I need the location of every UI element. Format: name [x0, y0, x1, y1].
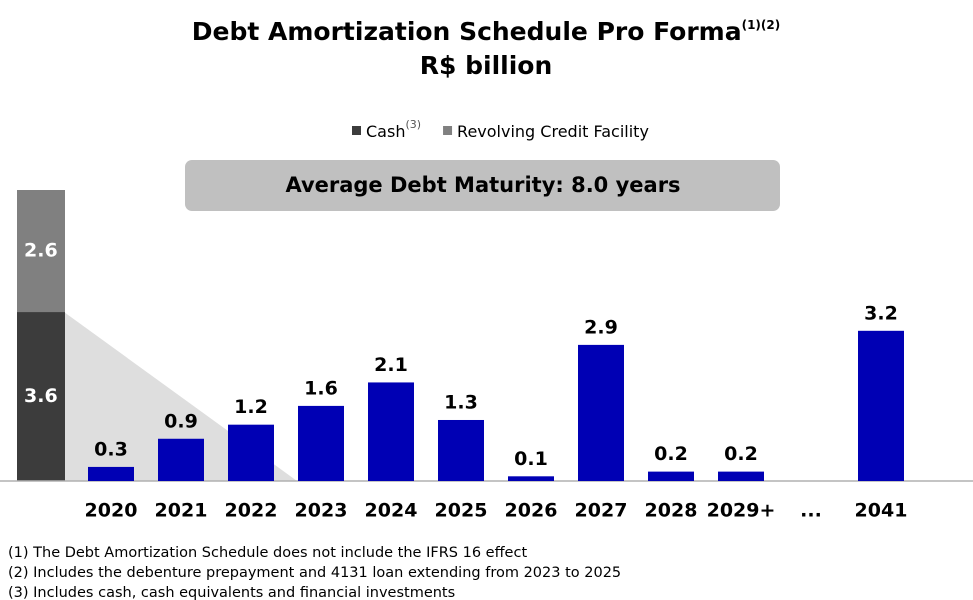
x-tick-label: 2029+ [707, 500, 776, 522]
value-label: 0.2 [724, 443, 758, 465]
legend-swatch [443, 126, 453, 135]
annotation: Average Debt Maturity: 8.0 years [285, 173, 680, 197]
value-label: 2.9 [584, 316, 618, 338]
bar [298, 405, 344, 481]
annotation-box [185, 160, 780, 211]
stack-label: 2.6 [24, 240, 58, 262]
x-tick-label: 2023 [295, 500, 348, 522]
value-label: 0.2 [654, 443, 688, 465]
footnote: (2) Includes the debenture prepayment an… [8, 565, 621, 581]
footnote: (3) Includes cash, cash equivalents and … [8, 585, 455, 600]
legend-swatch [352, 126, 361, 135]
bar [648, 471, 694, 481]
stack-segment [17, 190, 65, 313]
x-tick-label: 2025 [435, 500, 488, 522]
value-label: 0.3 [94, 438, 128, 460]
bar [228, 424, 274, 481]
chart-title: Debt Amortization Schedule Pro Forma(1)(… [192, 17, 780, 46]
legend-text: Revolving Credit Facility [457, 122, 649, 141]
x-tick-label: 2020 [85, 500, 138, 522]
value-label: 1.6 [304, 377, 338, 399]
x-tick-label: 2026 [505, 500, 558, 522]
title-note: (1)(2) [742, 18, 781, 32]
value-label: 0.1 [514, 448, 548, 470]
value-label: 3.2 [864, 302, 898, 324]
x-tick-label: 2041 [855, 500, 908, 522]
bar [158, 438, 204, 481]
bar [858, 330, 904, 481]
bar [508, 476, 554, 481]
bar [368, 382, 414, 481]
x-tick-label: 2024 [365, 500, 418, 522]
x-tick-label: 2022 [225, 500, 278, 522]
chart-subtitle: R$ billion [420, 51, 553, 80]
legend-text: Cash [366, 122, 405, 141]
legend-note: (3) [405, 118, 421, 131]
bar [718, 471, 764, 481]
x-tick-label: 2028 [645, 500, 698, 522]
value-label: 1.3 [444, 391, 478, 413]
x-tick-label: 2021 [155, 500, 208, 522]
value-label: 1.2 [234, 396, 268, 418]
bar [578, 344, 624, 481]
value-label: 0.9 [164, 410, 198, 432]
title-text: Debt Amortization Schedule Pro Forma [192, 17, 742, 46]
x-tick-label: ... [800, 500, 822, 522]
legend-label: Cash(3) [366, 118, 421, 141]
stack-segment [17, 312, 65, 481]
value-label: 2.1 [374, 354, 408, 376]
bar [438, 419, 484, 481]
footnote: (1) The Debt Amortization Schedule does … [8, 545, 527, 561]
bar [88, 466, 134, 481]
stack-label: 3.6 [24, 385, 58, 407]
x-tick-label: 2027 [575, 500, 628, 522]
legend-label: Revolving Credit Facility [457, 122, 649, 141]
